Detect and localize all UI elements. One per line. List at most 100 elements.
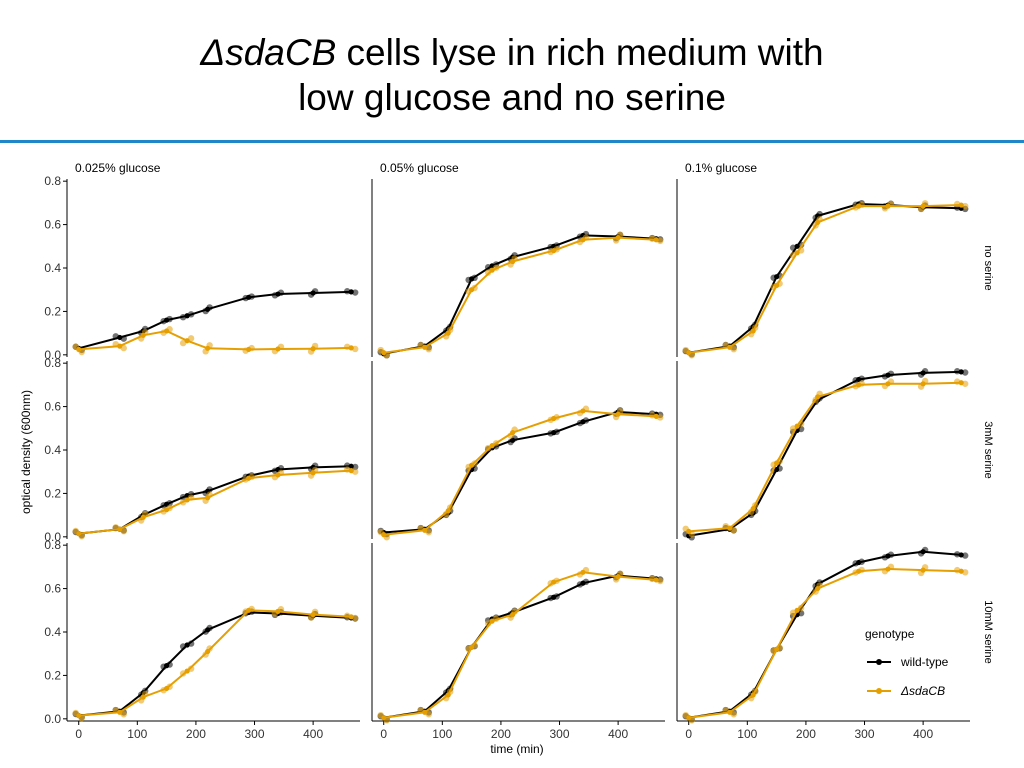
mean-point [164,328,170,334]
x-tick-label: 100 [127,727,147,741]
mean-point [885,553,891,559]
mean-point [551,430,557,436]
mean-point [856,203,862,209]
mean-point [469,462,475,468]
mean-point [774,646,780,652]
mean-point [580,580,586,586]
y-tick-label: 0.8 [44,538,61,552]
mean-point [551,594,557,600]
mean-point [184,642,190,648]
mean-point [275,291,281,297]
mean-point [381,715,387,721]
mean-point [920,203,926,209]
mean-point [381,350,387,356]
mean-point [76,346,82,353]
mean-point [750,506,756,512]
mean-point [727,344,733,350]
y-tick-label: 0.0 [44,348,61,362]
mean-point [164,663,170,669]
mean-point [348,463,354,469]
mean-point [76,530,82,537]
mean-point [920,567,926,573]
x-tick-label: 400 [608,727,628,741]
mean-point [774,466,780,473]
y-tick-label: 0.6 [44,218,61,232]
mean-point [774,282,780,288]
y-tick-label: 0.4 [44,261,61,275]
mean-point [856,376,862,383]
x-tick-label: 300 [855,727,875,741]
x-tick-label: 300 [550,727,570,741]
mean-point [856,559,862,566]
series-line-sdaCB [78,609,352,717]
facet-label-row: 10mM serine [982,600,994,664]
mean-point [885,566,891,572]
mean-point [164,317,170,323]
legend-title: genotype [865,627,915,641]
mean-point [856,568,862,574]
facet-label-row: 3mM serine [982,421,994,478]
mean-point [653,577,659,583]
y-tick-label: 0.2 [44,486,61,500]
mean-point [275,346,281,352]
x-tick-label: 200 [491,727,511,741]
x-tick-label: 0 [685,727,692,741]
y-tick-label: 0.2 [44,668,61,682]
y-tick-label: 0.2 [44,304,61,318]
mean-point [727,525,733,531]
mean-point [815,394,821,400]
mean-point [117,526,123,532]
mean-point [580,569,586,575]
mean-point [164,507,170,513]
mean-point [246,346,252,353]
mean-point [348,614,354,620]
mean-point [750,692,756,698]
y-tick-label: 0.6 [44,582,61,596]
x-tick-label: 100 [737,727,757,741]
mean-point [205,306,211,312]
mean-point [551,579,557,585]
mean-point [422,527,428,533]
x-tick-label: 100 [432,727,452,741]
facet-label-column: 0.025% glucose [75,161,161,175]
series-line-sdaCB [383,571,657,719]
mean-point [885,372,891,378]
mean-point [615,235,621,241]
mean-point [815,219,821,226]
mean-point [275,608,281,614]
series-line-sdaCB [78,329,352,351]
mean-point [275,472,281,478]
slide-title-line-2: low glucose and no serine [298,77,726,118]
facet-label-column: 0.05% glucose [380,161,459,175]
mean-point [205,627,211,633]
y-tick-label: 0.6 [44,400,61,414]
mean-point [510,612,516,618]
mean-point [184,668,190,674]
y-tick-label: 0.0 [44,530,61,544]
mean-point [727,709,733,715]
mean-point [117,343,123,349]
mean-point [445,692,451,698]
series-line-wild-type [688,370,962,537]
mean-point [310,290,316,296]
mean-point [920,370,926,376]
mean-point [686,350,692,356]
legend-swatch-point [876,659,882,665]
mean-point [958,369,964,375]
series-line-sdaCB [688,567,962,719]
x-axis-title: time (min) [490,742,543,756]
facet-label-row: no serine [982,245,994,290]
mean-point [310,612,316,618]
mean-point [117,709,123,715]
x-tick-label: 200 [186,727,206,741]
mean-point [246,475,252,481]
series-line-wild-type [688,202,962,354]
mean-point [348,468,354,474]
mean-point [815,585,821,592]
slide-title: ΔsdaCB cells lyse in rich medium with lo… [0,30,1024,120]
mean-point [615,574,621,580]
mean-point [794,607,800,613]
mean-point [445,330,451,336]
slide-title-line-1-rest: cells lyse in rich medium with [336,32,824,73]
